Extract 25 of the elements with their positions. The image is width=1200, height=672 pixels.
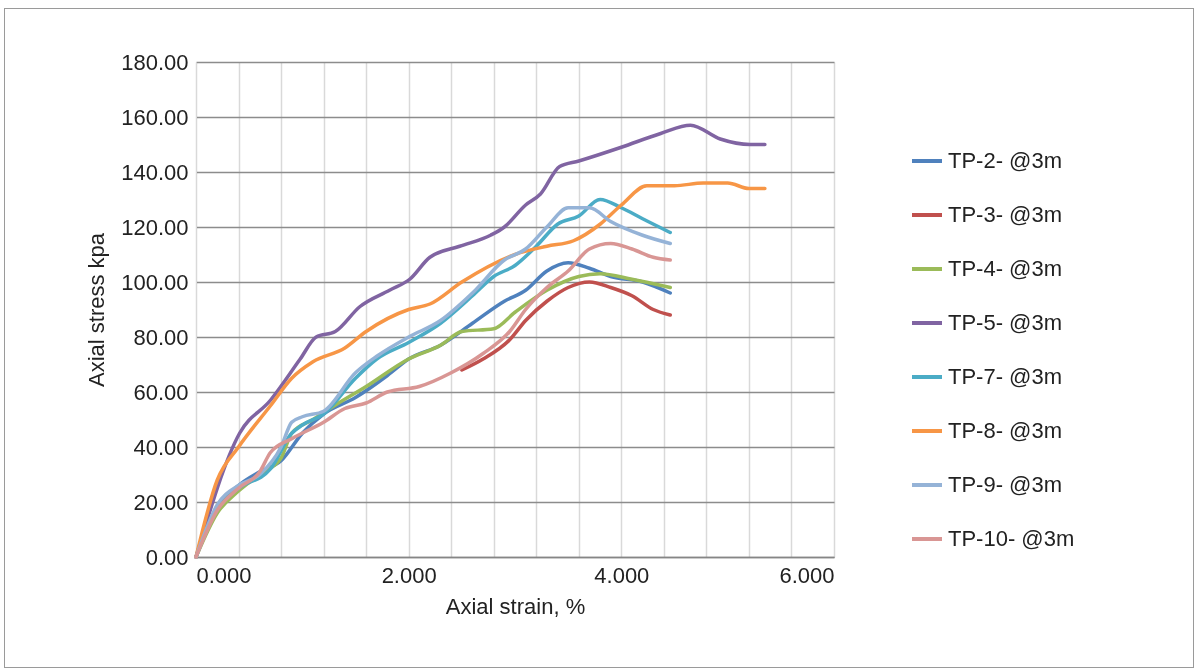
y-tick-label: 160.00 bbox=[121, 104, 189, 130]
y-tick-label: 60.00 bbox=[133, 379, 189, 405]
x-tick-label: 4.000 bbox=[594, 562, 650, 588]
y-tick-label: 20.00 bbox=[133, 489, 189, 515]
y-tick-label: 0.00 bbox=[145, 544, 189, 570]
y-tick-label: 140.00 bbox=[121, 159, 189, 185]
x-axis-title: Axial strain, % bbox=[445, 593, 586, 619]
legend-label: TP-8- @3m bbox=[948, 418, 1063, 443]
legend-label: TP-2- @3m bbox=[948, 148, 1063, 173]
legend-label: TP-5- @3m bbox=[948, 310, 1063, 335]
legend-label: TP-10- @3m bbox=[948, 526, 1075, 551]
y-axis-title: Axial stress kpa bbox=[84, 232, 110, 388]
y-tick-label: 40.00 bbox=[133, 434, 189, 460]
y-tick-label: 120.00 bbox=[121, 214, 189, 240]
legend-label: TP-9- @3m bbox=[948, 472, 1063, 497]
y-tick-label: 180.00 bbox=[121, 49, 189, 75]
x-tick-label: 2.000 bbox=[381, 562, 437, 588]
x-tick-label: 6.000 bbox=[779, 562, 835, 588]
legend-label: TP-3- @3m bbox=[948, 202, 1063, 227]
legend-label: TP-4- @3m bbox=[948, 256, 1063, 281]
x-tick-label: 0.000 bbox=[196, 562, 252, 588]
line-series bbox=[460, 280, 672, 372]
y-tick-label: 80.00 bbox=[133, 324, 189, 350]
legend-label: TP-7- @3m bbox=[948, 364, 1063, 389]
y-tick-label: 100.00 bbox=[121, 269, 189, 295]
